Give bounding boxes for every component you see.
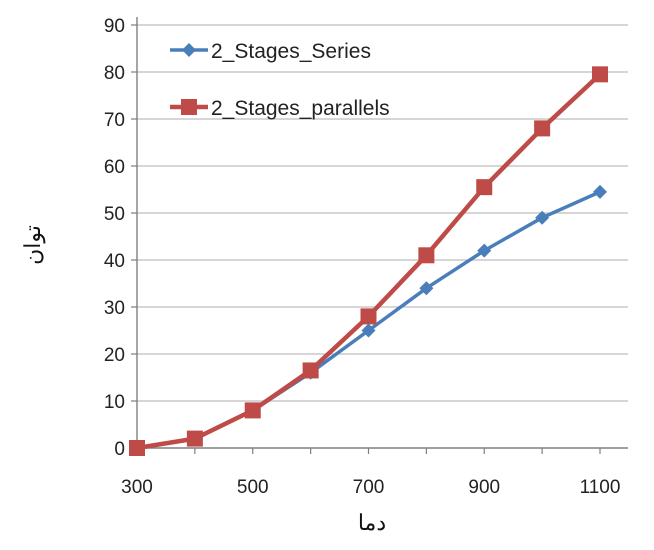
data-point [361,323,376,338]
data-point [360,308,377,325]
series-line [136,72,602,451]
legend-entry: 2_Stages_Series [170,40,371,63]
y-tick-label: 50 [104,204,125,225]
data-point [129,440,145,456]
data-point [302,362,319,379]
y-tick-label: 10 [104,392,125,413]
x-tick-label: 900 [468,477,500,498]
data-point [418,247,435,264]
data-point [477,243,492,258]
legend-entry: 2_Stages_parallels [170,97,390,120]
x-axis-title: دما [358,510,386,535]
data-point [419,281,434,296]
x-tick-label: 500 [237,477,269,498]
y-tick-label: 0 [114,439,125,460]
y-tick-label: 20 [104,345,125,366]
x-tick-label: 700 [353,477,385,498]
y-axis-title: توان [20,225,46,265]
series-lines [129,66,608,456]
data-point [592,66,608,83]
x-tick-label: 1100 [580,477,621,498]
legend: 2_Stages_Series 2_Stages_parallels [170,40,390,120]
legend-marker [181,99,197,115]
axes: 0 10 20 30 40 50 60 70 80 90 300 500 700 900 1100 [104,16,628,498]
data-point [534,120,551,137]
legend-label: 2_Stages_parallels [211,97,390,120]
y-tick-label: 30 [104,298,125,319]
data-point [593,184,607,199]
series-2 [129,66,608,456]
x-tick-label: 300 [121,477,153,498]
legend-marker [182,43,196,57]
y-tick-label: 80 [104,63,125,84]
data-point [244,402,261,419]
y-tick-label: 40 [104,251,125,272]
gridlines [137,24,628,402]
y-tick-label: 70 [104,110,125,131]
data-point [186,430,203,447]
legend-label: 2_Stages_Series [211,40,371,63]
data-point [535,210,550,225]
y-tick-label: 60 [104,157,125,178]
data-point [476,179,493,196]
y-tick-label: 90 [104,16,125,37]
